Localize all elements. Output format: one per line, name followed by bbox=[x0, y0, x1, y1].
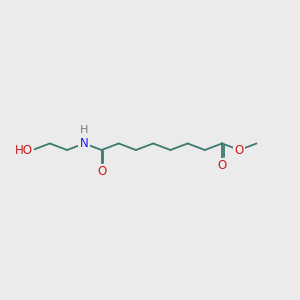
Text: HO: HO bbox=[15, 143, 33, 157]
Text: H: H bbox=[80, 125, 88, 135]
Text: O: O bbox=[218, 159, 227, 172]
Text: O: O bbox=[235, 143, 244, 157]
Text: N: N bbox=[80, 137, 89, 150]
Text: O: O bbox=[97, 166, 106, 178]
